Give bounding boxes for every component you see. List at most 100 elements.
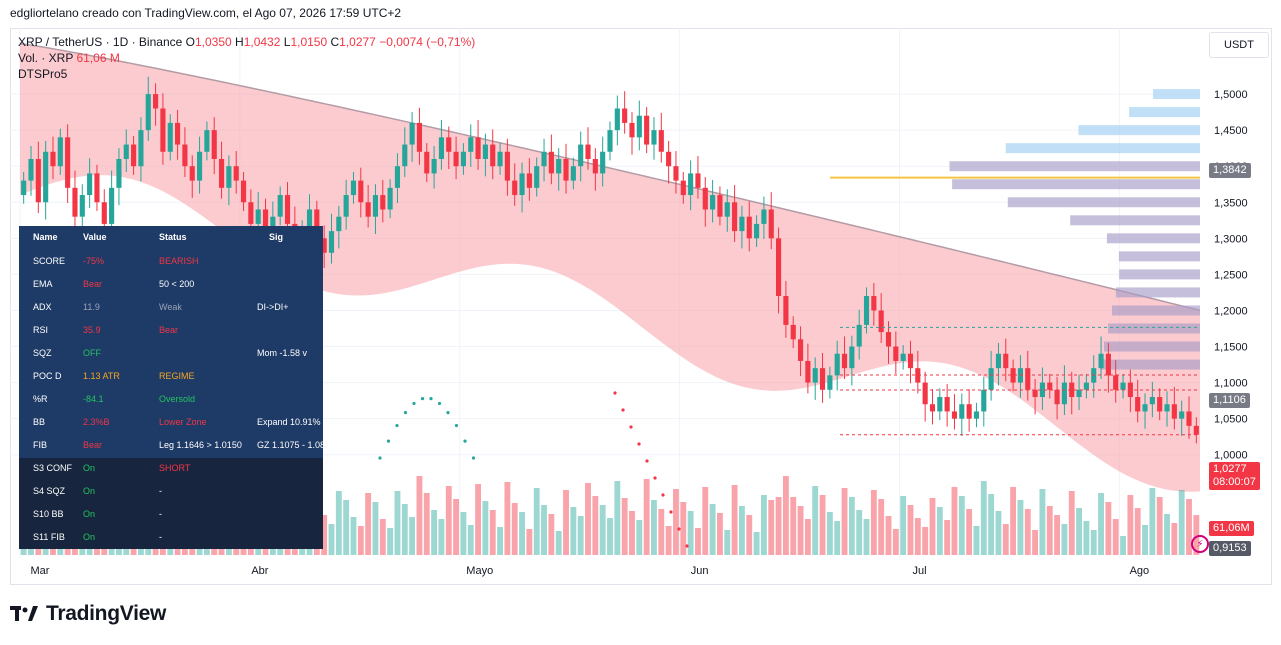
candle-body — [43, 151, 49, 203]
volume-bar — [870, 490, 877, 555]
price-chart[interactable]: 1,50001,45001,40001,35001,30001,25001,20… — [10, 28, 1272, 585]
candle-body — [57, 137, 63, 167]
currency-selector[interactable]: USDT — [1209, 32, 1269, 58]
volume-bar — [1017, 500, 1024, 555]
volume-bar — [760, 495, 767, 555]
low-price-badge: 0,9153 — [1209, 541, 1251, 556]
open-label: O — [185, 35, 195, 49]
candle-body — [175, 122, 181, 145]
volume-bar — [958, 496, 965, 555]
tradingview-logo-icon — [10, 606, 38, 621]
candle-body — [944, 397, 950, 412]
candle-body — [629, 122, 635, 138]
strategy-rows-bg — [19, 458, 323, 549]
volume-bar — [541, 505, 547, 555]
profile-bar — [1106, 233, 1200, 244]
volume-bar — [687, 511, 694, 555]
volume-bar — [526, 529, 533, 555]
indicator-label[interactable]: DTSPro5 — [18, 67, 68, 81]
flash-icon[interactable]: ⚡ — [1191, 535, 1209, 553]
candle-body — [438, 137, 444, 159]
candle-body — [644, 115, 650, 145]
candle-body — [900, 353, 906, 361]
volume-bar — [680, 502, 687, 555]
volume-bar — [577, 516, 584, 555]
candle-body — [1039, 382, 1045, 398]
candle-body — [1186, 411, 1192, 426]
candle-body — [981, 389, 987, 412]
candle-body — [409, 122, 415, 145]
stats-value: On — [83, 509, 96, 519]
stats-sig: GZ 1.1075 - 1.0898 — [257, 440, 336, 450]
candle-body — [306, 209, 313, 232]
candle-body — [805, 360, 811, 383]
candle-body — [1113, 375, 1119, 390]
profile-bar — [1129, 107, 1200, 118]
candle-body — [534, 166, 540, 188]
candle-body — [1069, 382, 1075, 398]
candle-body — [922, 382, 928, 405]
volume-bar — [731, 485, 738, 555]
y-tick-label: 1,4500 — [1214, 125, 1248, 137]
stats-name: S4 SQZ — [33, 486, 66, 496]
candle-body — [218, 158, 225, 188]
volume-bar — [717, 513, 723, 555]
volume-bar — [695, 528, 701, 555]
symbol-label[interactable]: XRP / TetherUS · 1D · Binance — [18, 35, 183, 49]
candle-body — [358, 180, 364, 203]
candle-body — [380, 195, 386, 210]
profile-bar — [1070, 215, 1200, 226]
y-tick-label: 1,0500 — [1214, 414, 1248, 426]
volume-bar — [1039, 489, 1046, 555]
bar-countdown: 08:00:07 — [1213, 476, 1256, 488]
candle-body — [79, 195, 85, 217]
profile-bar — [1078, 125, 1200, 136]
candle-body — [1193, 425, 1199, 435]
candle-body — [702, 187, 708, 210]
candle-body — [226, 166, 232, 188]
psar-dot — [403, 411, 408, 415]
volume-bar — [1068, 491, 1075, 555]
volume-bar — [1054, 515, 1061, 555]
candle-body — [328, 231, 335, 253]
volume-bar — [973, 526, 980, 555]
stats-sig: Expand 10.91% — [257, 417, 321, 427]
candle-body — [1135, 397, 1141, 412]
stats-value: Bear — [83, 440, 103, 450]
volume-bar — [768, 500, 775, 555]
stats-header: Status — [159, 232, 187, 242]
stats-value: 2.3%B — [83, 417, 110, 427]
stats-name: S10 BB — [33, 509, 64, 519]
candle-body — [416, 122, 423, 152]
candle-body — [35, 158, 41, 203]
volume-bar — [966, 509, 973, 555]
tradingview-logo[interactable]: TradingView — [10, 602, 166, 626]
volume-bar — [782, 476, 789, 555]
profile-bar — [1115, 287, 1200, 298]
candle-body — [365, 202, 371, 217]
volume-bar — [1083, 521, 1090, 555]
volume-label[interactable]: Vol. · XRP — [18, 51, 74, 65]
candle-body — [284, 195, 291, 224]
candle-body — [512, 180, 518, 196]
candle-body — [138, 130, 144, 167]
currency-label: USDT — [1224, 39, 1254, 51]
candle-body — [995, 353, 1002, 369]
volume-bar — [1098, 493, 1104, 555]
x-tick-label: Jun — [691, 565, 709, 577]
volume-bar — [416, 476, 423, 555]
volume-bar — [379, 519, 386, 555]
candle-body — [460, 151, 466, 167]
candle-body — [797, 339, 804, 361]
y-tick-label: 1,5000 — [1214, 89, 1248, 101]
psar-dot — [685, 544, 689, 548]
tradingview-wordmark: TradingView — [46, 602, 167, 625]
psar-dot — [437, 401, 442, 406]
high-label: H — [235, 35, 244, 49]
candle-body — [973, 411, 980, 419]
candle-body — [871, 296, 877, 311]
candle-body — [592, 158, 598, 174]
stats-status: - — [159, 486, 162, 496]
candle-body — [724, 202, 730, 217]
volume-bar — [936, 507, 943, 555]
